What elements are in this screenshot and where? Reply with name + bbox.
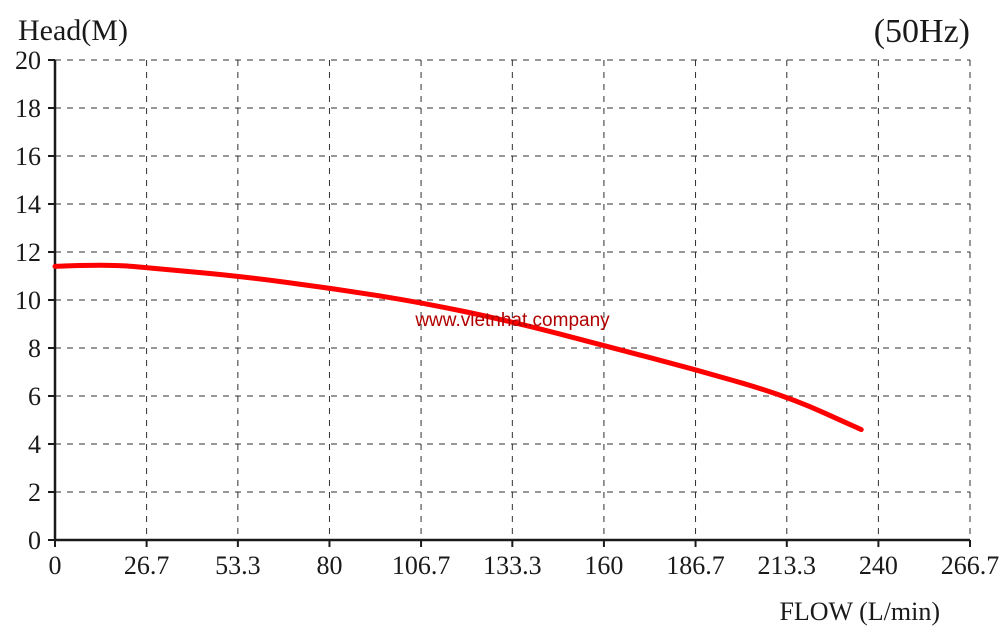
x-tick-label: 53.3 [215, 551, 261, 580]
y-tick-label: 0 [28, 526, 41, 555]
x-tick-label: 240 [859, 551, 898, 580]
x-tick-label: 186.7 [666, 551, 725, 580]
y-tick-label: 20 [15, 46, 41, 75]
pump-curve-chart: 026.753.380106.7133.3160186.7213.3240266… [0, 0, 1000, 643]
y-tick-label: 18 [15, 94, 41, 123]
x-axis-title: FLOW (L/min) [779, 597, 940, 626]
y-tick-label: 14 [15, 190, 41, 219]
x-tick-label: 106.7 [392, 551, 451, 580]
x-tick-label: 26.7 [124, 551, 170, 580]
chart-svg: 026.753.380106.7133.3160186.7213.3240266… [0, 0, 1000, 643]
y-tick-label: 2 [28, 478, 41, 507]
x-tick-label: 0 [49, 551, 62, 580]
frequency-label: (50Hz) [874, 13, 970, 50]
y-tick-label: 4 [28, 430, 41, 459]
y-tick-label: 16 [15, 142, 41, 171]
x-tick-label: 133.3 [483, 551, 542, 580]
x-tick-label: 160 [584, 551, 623, 580]
x-tick-label: 213.3 [758, 551, 817, 580]
x-tick-label: 80 [316, 551, 342, 580]
y-tick-label: 12 [15, 238, 41, 267]
y-tick-label: 6 [28, 382, 41, 411]
watermark-text: www.vietnhat.company [414, 310, 610, 331]
y-tick-label: 8 [28, 334, 41, 363]
y-axis-title: Head(M) [18, 14, 128, 47]
y-tick-label: 10 [15, 286, 41, 315]
x-tick-label: 266.7 [941, 551, 1000, 580]
